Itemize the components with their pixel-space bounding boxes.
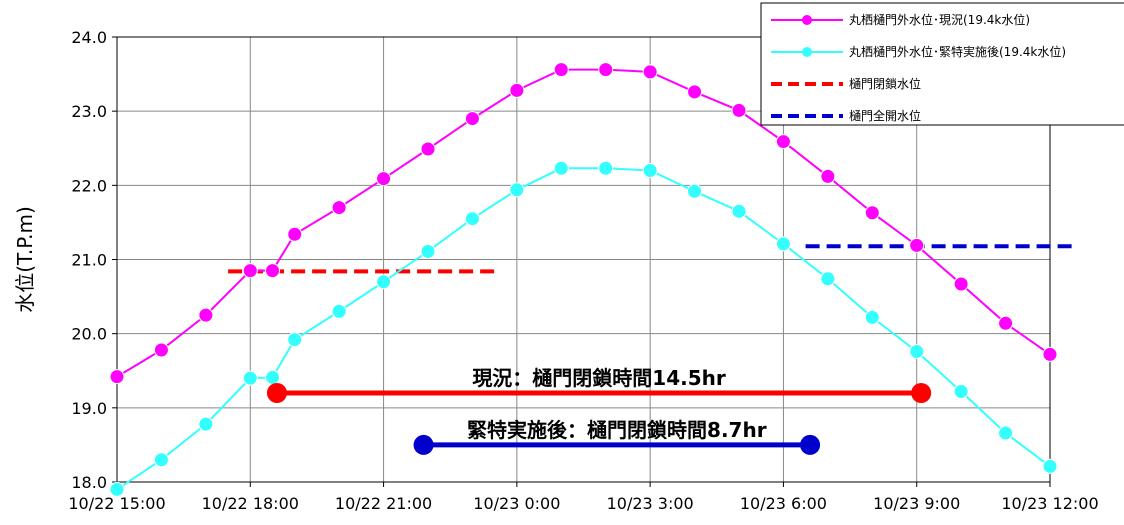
series-1-point [553,160,569,176]
legend-label-0: 丸栖樋門外水位･現況(19.4k水位) [849,12,1030,27]
legend-marker-0 [802,15,812,25]
y-tick-label: 24.0 [71,28,107,47]
legend-box [760,2,1124,126]
series-0-point [864,205,880,221]
series-1-point [598,160,614,176]
series-1-point [331,303,347,319]
legend: 丸栖樋門外水位･現況(19.4k水位) 丸栖樋門外水位･緊特実施後(19.4k水位… [760,2,1124,126]
closure-bar-start-0 [266,383,287,403]
series-1-point [909,343,925,359]
series-0-point [198,307,214,323]
series-1-point [509,182,525,198]
series-0-point [242,263,258,279]
series-1-point [1042,458,1058,474]
legend-label-1: 丸栖樋門外水位･緊特実施後(19.4k水位) [849,44,1066,59]
series-1-point [198,416,214,432]
series-0-point [509,82,525,98]
series-1-point [731,203,747,219]
series-0-point [376,171,392,187]
series-0-point [953,276,969,292]
series-1-point [953,384,969,400]
series-1-point [775,236,791,252]
series-1-point [998,425,1014,441]
series-1-point [464,211,480,227]
x-tick-label: 10/23 0:00 [473,494,560,513]
y-tick-label: 21.0 [71,251,107,270]
y-tick-label: 22.0 [71,176,107,195]
series-1-point [287,332,303,348]
series-0-point [265,263,280,279]
series-0-point [287,226,303,242]
series-1-point [820,271,836,287]
legend-label-3: 樋門全開水位 [849,108,921,123]
series-0-point [153,342,169,358]
y-tick-label: 20.0 [71,325,107,344]
series-0-point [598,62,614,78]
series-1-point [376,274,392,290]
series-0-point [1042,346,1058,362]
series-0-point [331,200,347,216]
legend-label-2: 樋門閉鎖水位 [849,76,921,91]
x-tick-label: 10/23 3:00 [607,494,694,513]
y-tick-label: 23.0 [71,102,107,121]
series-0-point [775,134,791,150]
series-1-point [687,183,703,199]
x-tick-label: 10/22 18:00 [202,494,299,513]
series-0-point [731,102,747,118]
closure-bar-end-0 [911,383,932,403]
closure-bar-start-1 [413,434,434,455]
y-tick-label: 18.0 [71,473,107,492]
x-tick-label: 10/22 21:00 [335,494,432,513]
axes: 18.0 19.0 20.0 21.0 22.0 23.0 24.0 10/22 15:00 1… [13,28,1099,513]
closure-duration-label-1: 緊特実施後：樋門閉鎖時間8.7hr [467,418,767,442]
closure-bar-end-1 [800,434,821,455]
x-tick-label: 10/22 15:00 [68,494,165,513]
series-1-point [265,369,280,385]
series-0-point [998,315,1014,331]
legend-marker-1 [802,47,812,57]
series-1-point [864,309,880,325]
series-0-point [820,168,836,184]
series-1-point [642,163,658,178]
y-axis-label: 水位(T.P.m) [13,206,37,313]
series-1-point [109,481,125,497]
series-0-point [642,64,658,80]
x-tick-label: 10/23 9:00 [873,494,960,513]
series-0-point [420,141,436,157]
closure-duration-bars: 現況：樋門閉鎖時間14.5hr 緊特実施後：樋門閉鎖時間8.7hr [266,366,932,455]
series-0-point [909,237,925,253]
series-1-point [242,370,258,386]
series-lines [109,62,1058,497]
series-0-point [553,62,569,78]
y-tick-label: 19.0 [71,399,107,418]
series-0-point [464,111,480,127]
x-tick-label: 10/23 12:00 [1001,494,1098,513]
series-1-point [153,452,169,468]
x-tick-label: 10/23 6:00 [740,494,827,513]
series-0-point [687,84,703,100]
series-1-point [420,243,436,259]
closure-duration-label-0: 現況：樋門閉鎖時間14.5hr [472,366,726,390]
series-0-point [109,369,125,385]
